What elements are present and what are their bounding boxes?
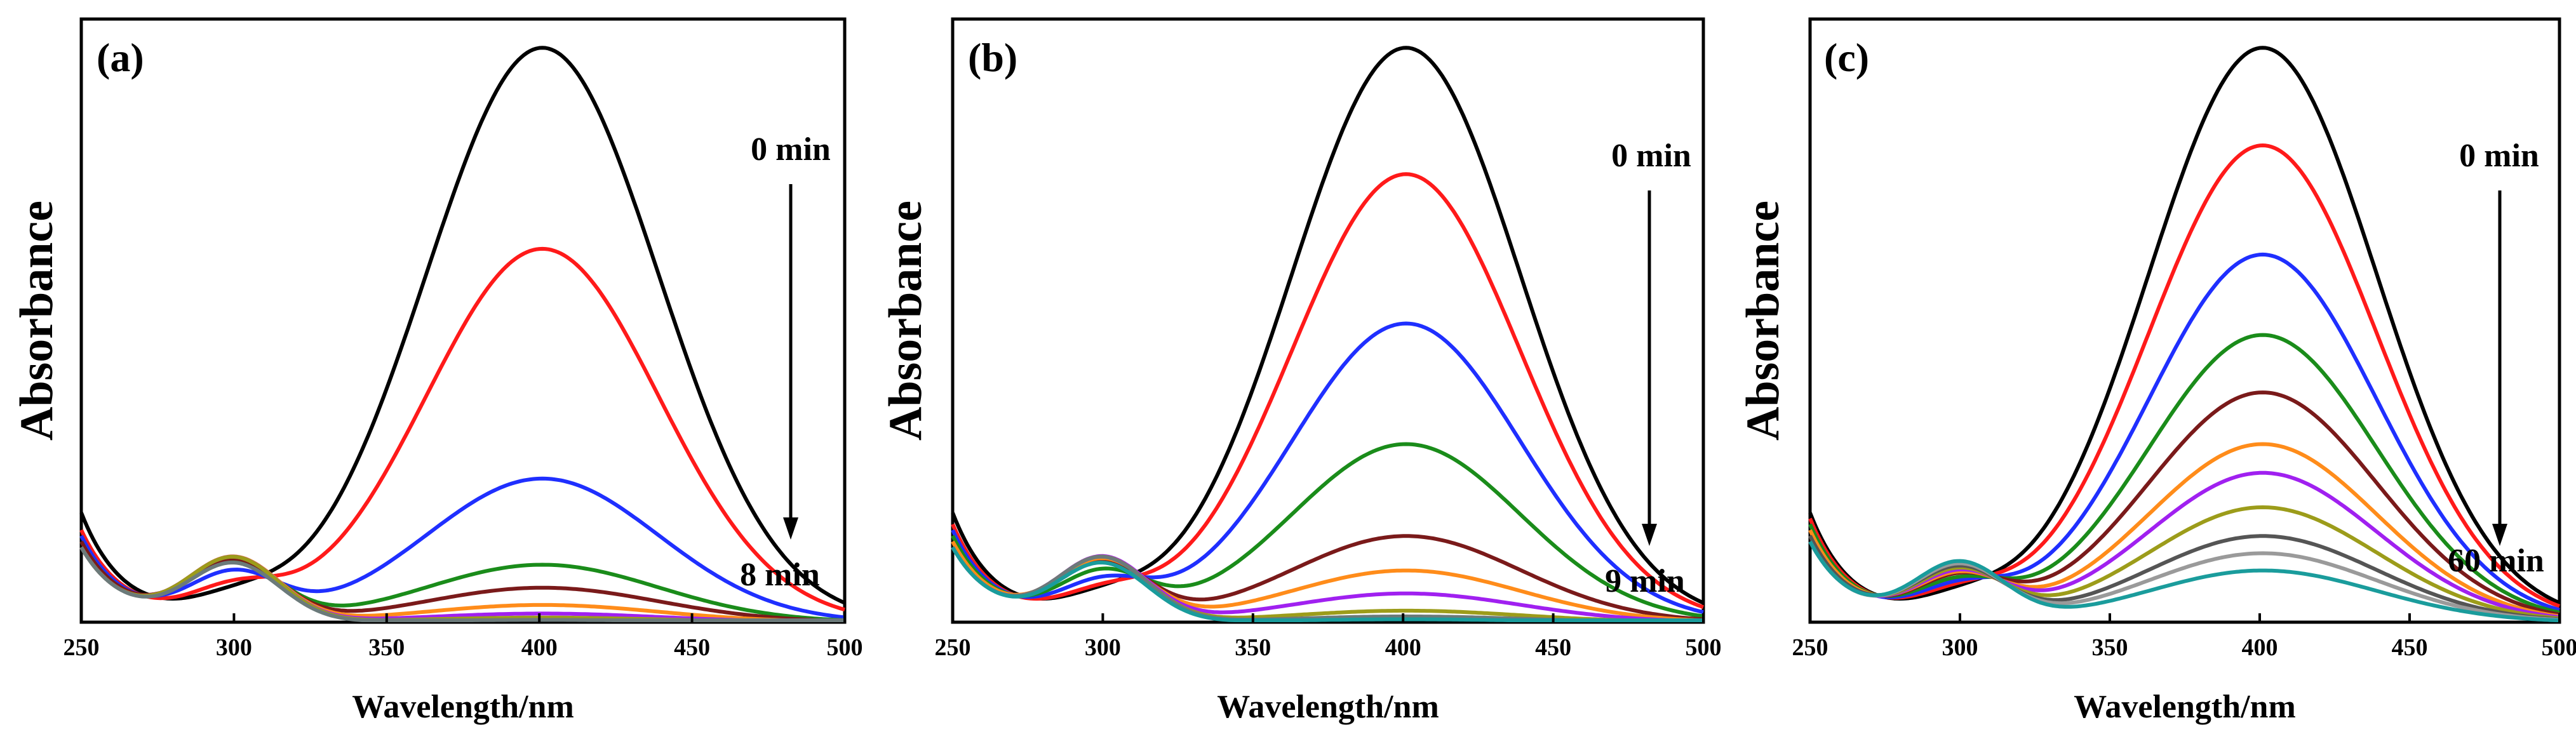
x-ticks-c: 250 300 350 400 450 500 bbox=[1792, 613, 2576, 661]
spectrum-b-0 bbox=[951, 46, 1705, 605]
curves-a bbox=[79, 46, 846, 622]
x-axis-label-c: Wavelength/nm bbox=[2074, 689, 2296, 725]
x-tick-label-b-250: 250 bbox=[935, 634, 971, 661]
x-tick-label-b-300: 300 bbox=[1085, 634, 1121, 661]
spectrum-a-1 bbox=[79, 246, 845, 612]
x-axis-label-b: Wavelength/nm bbox=[1217, 689, 1439, 725]
spectrum-a-0 bbox=[79, 46, 846, 605]
time-start-label-c: 0 min bbox=[2459, 138, 2539, 174]
plot-frame-c bbox=[1808, 17, 2561, 624]
x-tick-label-c-350: 350 bbox=[2092, 634, 2128, 661]
time-end-label-b: 9 min bbox=[1605, 563, 1685, 599]
plot-frame-b bbox=[951, 17, 1705, 624]
spectrum-c-0 bbox=[1808, 46, 2561, 605]
x-tick-label-c-500: 500 bbox=[2542, 634, 2576, 661]
y-axis-label-c: Absorbance bbox=[1737, 201, 1789, 441]
time-start-label-b: 0 min bbox=[1611, 138, 1691, 174]
spectrum-b-9 bbox=[951, 546, 1703, 622]
x-axis-label-a: Wavelength/nm bbox=[352, 689, 574, 725]
x-tick-label-a-300: 300 bbox=[216, 634, 252, 661]
x-tick-label-a-400: 400 bbox=[521, 634, 558, 661]
x-ticks-a: 250 300 350 400 450 500 bbox=[64, 613, 863, 661]
x-tick-label-b-450: 450 bbox=[1535, 634, 1571, 661]
y-axis-label-b: Absorbance bbox=[880, 201, 932, 441]
x-tick-label-a-500: 500 bbox=[827, 634, 863, 661]
x-tick-label-c-450: 450 bbox=[2392, 634, 2428, 661]
x-ticks-b: 250 300 350 400 450 500 bbox=[935, 613, 1722, 661]
time-arrow-head-c bbox=[2492, 524, 2507, 546]
spectrum-c-9 bbox=[1808, 540, 2560, 622]
x-tick-label-c-250: 250 bbox=[1792, 634, 1828, 661]
x-tick-label-b-400: 400 bbox=[1385, 634, 1421, 661]
time-arrow-head-a bbox=[783, 517, 798, 540]
plot-frame-a bbox=[79, 17, 847, 624]
x-tick-label-a-250: 250 bbox=[64, 634, 100, 661]
spectrum-b-1 bbox=[951, 172, 1705, 609]
spectrum-a-8 bbox=[79, 546, 845, 622]
spectrum-c-3 bbox=[1808, 333, 2560, 615]
curves-c bbox=[1808, 46, 2561, 622]
x-tick-label-b-500: 500 bbox=[1686, 634, 1722, 661]
spectrum-c-1 bbox=[1808, 143, 2561, 608]
panel-label-b: (b) bbox=[968, 35, 1017, 80]
x-tick-label-a-350: 350 bbox=[368, 634, 405, 661]
spectrum-c-2 bbox=[1808, 252, 2560, 612]
panel-label-c: (c) bbox=[1824, 35, 1869, 80]
spectrum-b-3 bbox=[951, 442, 1704, 618]
x-tick-label-c-300: 300 bbox=[1942, 634, 1978, 661]
x-tick-label-b-350: 350 bbox=[1235, 634, 1271, 661]
time-end-label-c: 60 min bbox=[2448, 543, 2544, 579]
x-tick-label-c-400: 400 bbox=[2242, 634, 2278, 661]
time-arrow-head-b bbox=[1642, 524, 1657, 546]
x-tick-label-a-450: 450 bbox=[674, 634, 710, 661]
panel-label-a: (a) bbox=[97, 35, 144, 80]
panel-b: 250 300 350 400 450 500 (b) Wavelength/nm Abs… bbox=[880, 17, 1722, 725]
spectrum-b-2 bbox=[951, 321, 1704, 615]
spectrum-a-2 bbox=[79, 476, 845, 620]
y-axis-label-a: Absorbance bbox=[11, 201, 63, 441]
curves-b bbox=[951, 46, 1705, 622]
time-end-label-a: 8 min bbox=[740, 557, 820, 593]
panel-a: 250 300 350 400 450 500 (a) Wavelength/nm Abs… bbox=[11, 17, 863, 725]
panel-c: 250 300 350 400 450 500 (c) Wavelength/nm Abs… bbox=[1737, 17, 2576, 725]
time-start-label-a: 0 min bbox=[751, 131, 831, 168]
spectrum-c-10 bbox=[1808, 540, 2559, 622]
